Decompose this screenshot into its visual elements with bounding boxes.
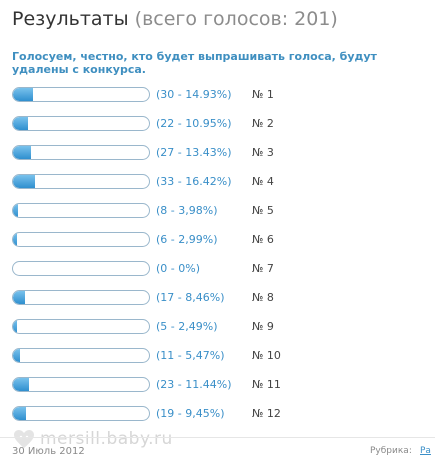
progress-bar	[12, 116, 150, 131]
progress-bar-fill	[13, 233, 17, 246]
post-date: 30 Июль 2012	[12, 446, 85, 457]
progress-bar	[12, 319, 150, 334]
progress-bar	[12, 174, 150, 189]
progress-bar-fill	[13, 378, 29, 391]
poll-row: (19 - 9,45%) № 12	[12, 405, 312, 422]
vote-result: (8 - 3,98%)	[156, 204, 218, 217]
total-votes-label: (всего голосов: 201)	[134, 8, 338, 30]
rubric-label: Рубрика:	[370, 446, 412, 456]
option-label: № 7	[252, 262, 274, 275]
option-label: № 11	[252, 378, 281, 391]
option-label: № 3	[252, 146, 274, 159]
progress-bar	[12, 203, 150, 218]
progress-bar-fill	[13, 349, 20, 362]
progress-bar-fill	[13, 175, 35, 188]
option-label: № 6	[252, 233, 274, 246]
progress-bar	[12, 87, 150, 102]
poll-row: (0 - 0%) № 7	[12, 260, 312, 277]
progress-bar	[12, 232, 150, 247]
poll-row: (6 - 2,99%) № 6	[12, 231, 312, 248]
progress-bar-fill	[13, 320, 17, 333]
option-label: № 12	[252, 407, 281, 420]
progress-bar-fill	[13, 204, 18, 217]
vote-result: (6 - 2,99%)	[156, 233, 218, 246]
option-label: № 5	[252, 204, 274, 217]
option-label: № 2	[252, 117, 274, 130]
progress-bar	[12, 406, 150, 421]
poll-row: (11 - 5,47%) № 10	[12, 347, 312, 364]
poll-row: (30 - 14.93%) № 1	[12, 86, 312, 103]
results-heading: Результаты	[12, 8, 129, 30]
progress-bar-fill	[13, 146, 31, 159]
footer-divider	[0, 437, 435, 438]
vote-result: (0 - 0%)	[156, 262, 200, 275]
poll-row: (27 - 13.43%) № 3	[12, 144, 312, 161]
poll-row: (5 - 2,49%) № 9	[12, 318, 312, 335]
poll-row: (33 - 16.42%) № 4	[12, 173, 312, 190]
poll-question: Голосуем, честно, кто будет выпрашивать …	[12, 50, 377, 76]
option-label: № 1	[252, 88, 274, 101]
progress-bar-fill	[13, 117, 28, 130]
vote-result: (22 - 10.95%)	[156, 117, 232, 130]
progress-bar-fill	[13, 291, 25, 304]
poll-row: (8 - 3,98%) № 5	[12, 202, 312, 219]
rubric-link[interactable]: Ра	[420, 446, 431, 456]
option-label: № 4	[252, 175, 274, 188]
option-label: № 10	[252, 349, 281, 362]
option-label: № 8	[252, 291, 274, 304]
poll-row: (22 - 10.95%) № 2	[12, 115, 312, 132]
poll-row: (23 - 11.44%) № 11	[12, 376, 312, 393]
option-label: № 9	[252, 320, 274, 333]
vote-result: (17 - 8,46%)	[156, 291, 225, 304]
poll-row: (17 - 8,46%) № 8	[12, 289, 312, 306]
poll-results-title: Результаты (всего голосов: 201)	[12, 8, 338, 30]
vote-result: (5 - 2,49%)	[156, 320, 218, 333]
progress-bar	[12, 377, 150, 392]
progress-bar	[12, 290, 150, 305]
progress-bar	[12, 261, 150, 276]
progress-bar	[12, 145, 150, 160]
vote-result: (30 - 14.93%)	[156, 88, 232, 101]
vote-result: (33 - 16.42%)	[156, 175, 232, 188]
vote-result: (11 - 5,47%)	[156, 349, 225, 362]
progress-bar-fill	[13, 407, 26, 420]
vote-result: (19 - 9,45%)	[156, 407, 225, 420]
vote-result: (23 - 11.44%)	[156, 378, 232, 391]
progress-bar	[12, 348, 150, 363]
vote-result: (27 - 13.43%)	[156, 146, 232, 159]
watermark-text: mersill.baby.ru	[40, 429, 173, 449]
progress-bar-fill	[13, 88, 33, 101]
